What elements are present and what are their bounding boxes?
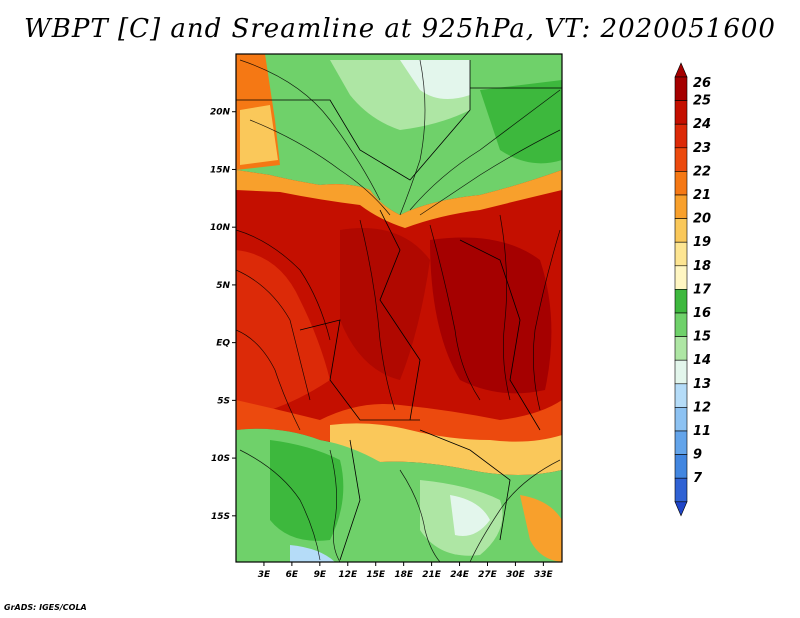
colorbar-segment <box>674 194 688 219</box>
colorbar-label: 25 <box>693 94 711 109</box>
field-core-west <box>236 250 330 410</box>
colorbar-segment <box>674 407 688 432</box>
colorbar-segment <box>674 76 688 101</box>
field-north-pale <box>400 60 470 99</box>
colorbar-segment <box>674 123 688 149</box>
field-southeast-orange <box>520 495 562 562</box>
field-core-center <box>340 228 430 380</box>
lat-tick-label: EQ <box>216 339 230 349</box>
lon-tick-label: 18E <box>394 570 414 580</box>
chart-title: WBPT [C] and Sreamline at 925hPa, VT: 20… <box>24 14 776 44</box>
colorbar-segment <box>674 241 688 267</box>
colorbar-label: 15 <box>693 330 711 345</box>
field-north-yellow <box>236 170 562 228</box>
country-borders <box>236 60 562 561</box>
field-south-pale <box>450 495 490 536</box>
colorbar-bottom-arrow <box>674 501 688 517</box>
colorbar-label: 7 <box>693 471 703 486</box>
streamlines <box>236 59 561 562</box>
lat-tick-label: 15S <box>211 512 230 522</box>
field-southwest-blue <box>290 545 335 562</box>
colorbar-segment <box>674 147 688 172</box>
colorbar-label: 19 <box>693 235 711 250</box>
field-south-yellow <box>330 423 562 475</box>
colorbar-label: 13 <box>693 377 711 392</box>
colorbar-label: 24 <box>693 117 711 132</box>
field-core-east <box>430 237 552 394</box>
lat-tick-label: 5S <box>217 396 230 406</box>
lon-tick-label: 21E <box>422 570 442 580</box>
lat-tick-label: 15N <box>210 165 231 175</box>
colorbar: 26 25 24 23 22 21 20 19 18 17 16 15 14 13 12 11 9 7 <box>674 62 712 517</box>
lon-tick-label: 3E <box>258 570 271 580</box>
field-northwest-yellow <box>240 105 278 165</box>
lon-tick-label: 33E <box>534 570 554 580</box>
lat-tick-label: 10N <box>210 223 231 233</box>
lat-tick-label: 10S <box>211 454 230 464</box>
lon-tick-label: 6E <box>286 570 299 580</box>
colorbar-segment <box>674 454 688 479</box>
colorbar-segment <box>674 218 688 243</box>
colorbar-label: 17 <box>693 282 712 297</box>
colorbar-segment <box>674 289 688 314</box>
colorbar-label: 11 <box>693 424 711 439</box>
colorbar-label: 21 <box>693 188 711 203</box>
colorbar-segment <box>674 171 688 196</box>
colorbar-label: 22 <box>693 164 711 179</box>
map-frame <box>235 53 563 563</box>
colorbar-segment <box>674 383 688 408</box>
colorbar-label: 9 <box>693 448 702 463</box>
lon-tick-label: 30E <box>506 570 526 580</box>
field-south-darkgreen <box>270 440 344 541</box>
colorbar-label: 18 <box>693 259 711 274</box>
grads-credit: GrADS: IGES/COLA <box>4 603 87 612</box>
lat-tick-label: 5N <box>216 281 230 291</box>
lon-tick-label: 27E <box>478 570 498 580</box>
colorbar-segment <box>674 430 688 455</box>
colorbar-segment <box>674 359 688 385</box>
lat-tick-label: 20N <box>210 108 231 118</box>
colorbar-segment <box>674 336 688 361</box>
lon-tick-label: 15E <box>366 570 386 580</box>
colorbar-label: 12 <box>693 400 711 415</box>
colorbar-label: 20 <box>693 212 711 227</box>
colorbar-label: 23 <box>693 141 711 156</box>
wbpt-field <box>236 54 562 562</box>
colorbar-top-arrow <box>674 62 688 78</box>
lon-tick-label: 12E <box>338 570 358 580</box>
colorbar-segment <box>674 312 688 337</box>
colorbar-segment <box>674 477 688 503</box>
colorbar-label: 16 <box>693 306 711 321</box>
colorbar-segment <box>674 100 688 125</box>
field-north-darkgreen <box>480 80 562 164</box>
lon-tick-label: 9E <box>314 570 327 580</box>
colorbar-segment <box>674 265 688 290</box>
colorbar-label: 14 <box>693 353 711 368</box>
colorbar-label: 26 <box>693 76 711 91</box>
axis-ticks: 20N 15N 10N 5N EQ 5S 10S 15S 3E 6E 9E 12E 15E 18E 21E 2… <box>210 108 554 580</box>
lon-tick-label: 24E <box>450 570 470 580</box>
